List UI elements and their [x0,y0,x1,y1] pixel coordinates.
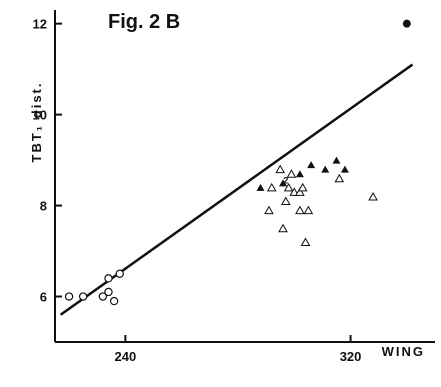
filled-triangle-point [307,161,316,169]
axes [54,10,435,343]
x-tick-label: 320 [340,349,362,364]
figure-title: Fig. 2 B [108,11,180,33]
open-circle-point [78,292,88,301]
y-tick-label: 10 [33,108,47,123]
y-axis-title: TBT₁ dist. [29,82,44,163]
filled-circle-point [402,19,411,28]
open-triangle-point [300,237,311,246]
annotations: 2 [283,176,288,186]
filled-triangle-point [340,165,349,173]
ticks: 6 8 10 12 240 320 [33,17,362,364]
open-circle-point [104,274,113,283]
point-count-label: 2 [283,176,288,186]
open-triangle-point [278,223,288,233]
x-tick-label: 240 [115,349,137,364]
x-axis-title: WING [382,344,425,359]
open-triangle-point [295,205,305,215]
open-triangle-point [334,173,345,183]
open-triangle-point [264,205,274,215]
y-tick-label: 8 [40,199,47,214]
open-circle-point [109,296,119,306]
filled-triangle-point [256,183,265,191]
filled-triangle-point [295,170,304,178]
open-triangle-point [303,205,314,215]
open-triangle-point [266,182,277,192]
open-triangle-point [286,169,297,178]
filled-triangle-point [332,156,341,164]
filled-triangle-point [321,165,330,173]
open-triangle-point [295,187,305,196]
filled-triangle-point [279,179,287,187]
open-triangle-point [289,187,300,196]
open-triangle-point [368,191,378,201]
open-circle-point [104,287,113,297]
open-circle-point [98,292,108,301]
open-triangle-point [280,196,291,206]
data-points [64,19,411,306]
regression-line-group [59,63,414,316]
regression-line [59,63,414,316]
open-triangle-point [297,182,308,192]
open-triangle-point [283,182,294,192]
y-tick-label: 12 [33,17,47,32]
y-tick-label: 6 [40,290,47,305]
open-circle-point [115,269,124,278]
open-triangle-point [275,164,286,174]
open-circle-point [64,292,74,301]
